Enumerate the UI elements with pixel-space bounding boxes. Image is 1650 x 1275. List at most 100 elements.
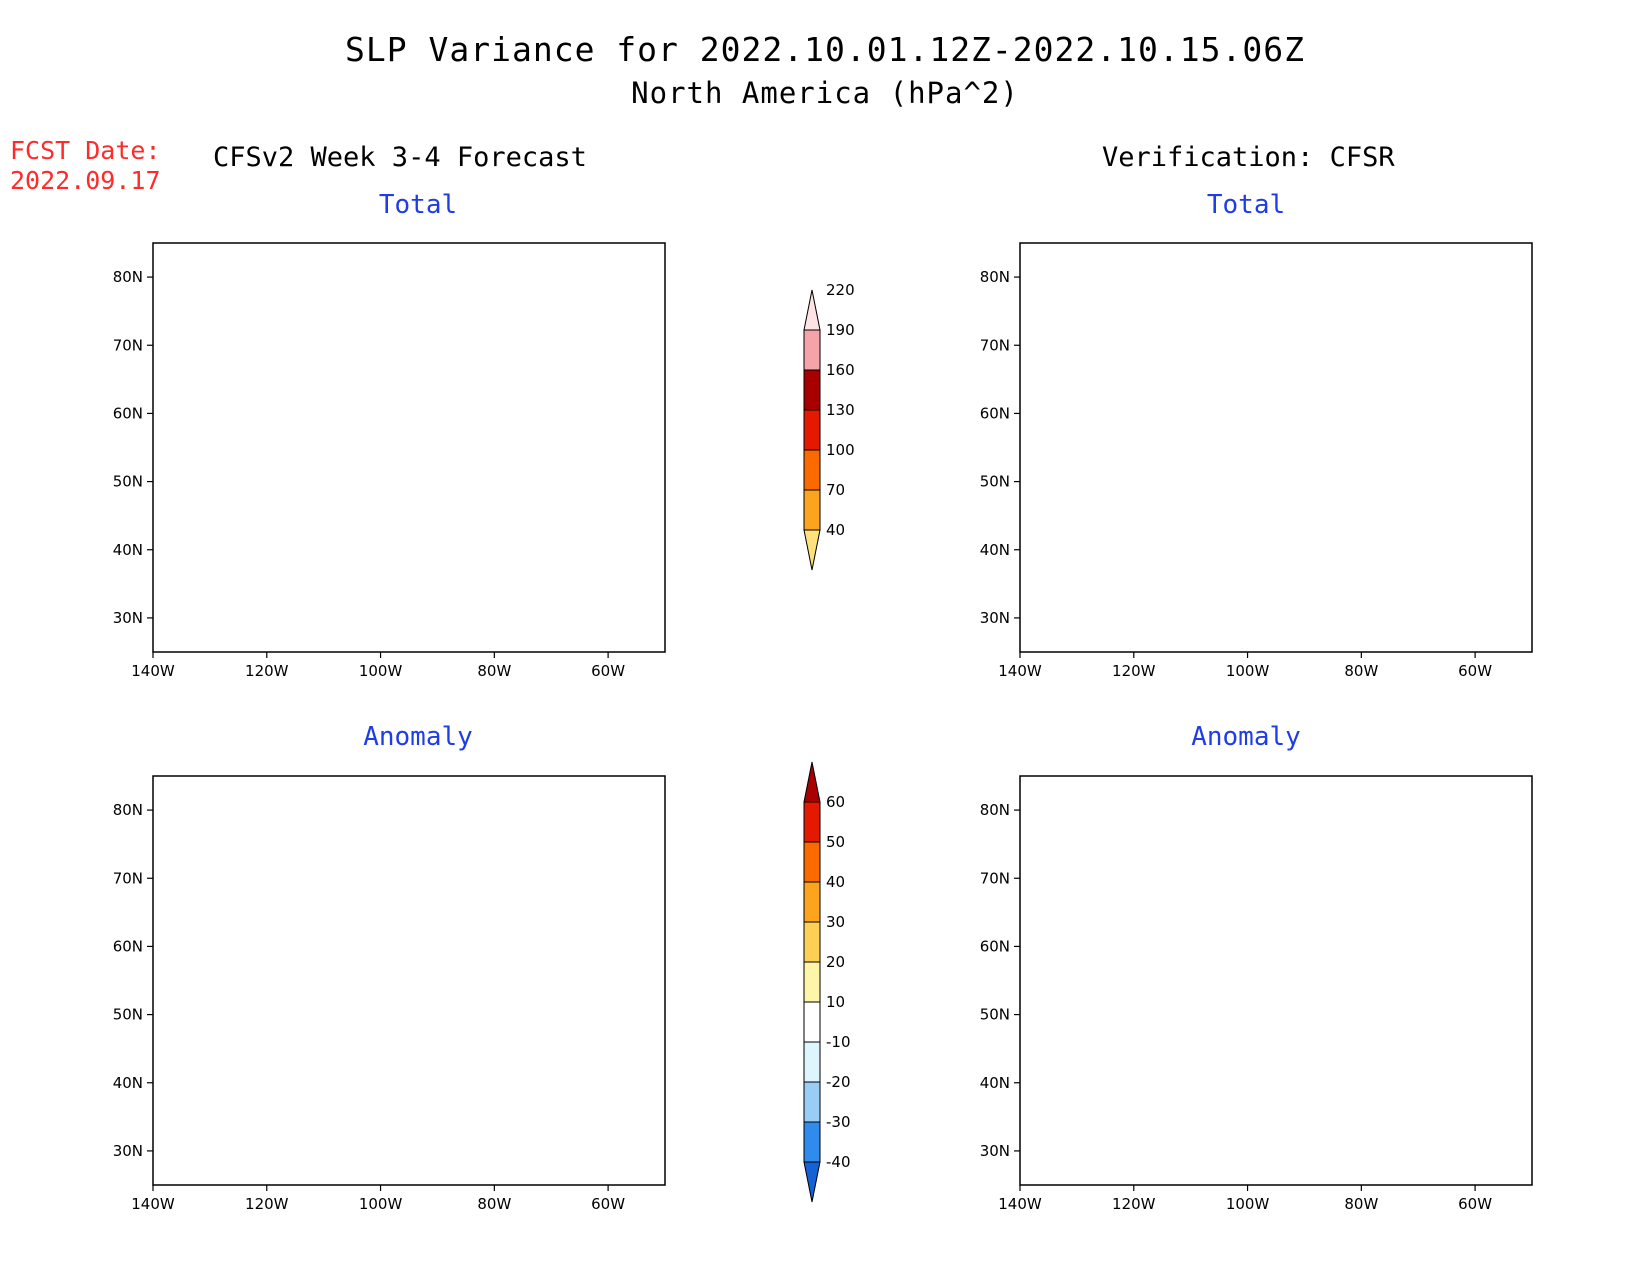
latitude-tick-label: 80N xyxy=(113,801,143,819)
forecast-date-value: 2022.09.17 xyxy=(10,166,161,195)
colorbar-level-label: 40 xyxy=(826,873,845,891)
longitude-tick-label: 100W xyxy=(359,1195,403,1213)
panel-title-forecast-anomaly: Anomaly xyxy=(363,722,473,752)
longitude-tick-label: 120W xyxy=(1112,662,1156,680)
latitude-tick-label: 80N xyxy=(113,268,143,286)
colorbar-level-label: -30 xyxy=(826,1113,851,1131)
latitude-tick-label: 50N xyxy=(113,473,143,491)
longitude-tick-label: 120W xyxy=(1112,1195,1156,1213)
anomaly-colorbar: -40 -30 -20 -10 10 20 30 40 50 60 xyxy=(803,761,851,1203)
map-frame xyxy=(1019,775,1533,1186)
latitude-tick-label: 40N xyxy=(980,541,1010,559)
latitude-tick-label: 40N xyxy=(113,541,143,559)
longitude-tick-label: 60W xyxy=(1458,662,1492,680)
latitude-tick-label: 40N xyxy=(113,1074,143,1092)
map-frame xyxy=(152,775,666,1186)
latitude-tick-label: 60N xyxy=(980,937,1010,955)
longitude-tick-label: 80W xyxy=(1344,1195,1378,1213)
latitude-tick-label: 60N xyxy=(113,404,143,422)
latitude-tick-label: 80N xyxy=(980,801,1010,819)
forecast-date-label: FCST Date: xyxy=(10,136,161,165)
colorbar-level-label: 30 xyxy=(826,913,845,931)
latitude-tick-label: 80N xyxy=(980,268,1010,286)
latitude-tick-label: 40N xyxy=(980,1074,1010,1092)
colorbar-segment xyxy=(803,961,821,1003)
chart-title: SLP Variance for 2022.10.01.12Z-2022.10.… xyxy=(345,30,1305,69)
longitude-tick-label: 60W xyxy=(1458,1195,1492,1213)
colorbar-level-label: 10 xyxy=(826,993,845,1011)
verification-column-title: Verification: CFSR xyxy=(1102,142,1395,173)
panel-title-forecast-total: Total xyxy=(378,190,458,220)
latitude-tick-label: 70N xyxy=(113,869,143,887)
colorbar-level-label: 160 xyxy=(826,361,855,379)
colorbar-level-label: 40 xyxy=(826,521,845,539)
colorbar-segment xyxy=(803,409,821,451)
colorbar-segment xyxy=(803,529,821,571)
colorbar-level-label: 20 xyxy=(826,953,845,971)
colorbar-segment xyxy=(803,801,821,843)
colorbar-level-label: 220 xyxy=(826,281,855,299)
longitude-tick-label: 80W xyxy=(477,662,511,680)
longitude-tick-label: 120W xyxy=(245,662,289,680)
forecast-column-title: CFSv2 Week 3-4 Forecast xyxy=(213,142,587,173)
colorbar-level-label: 100 xyxy=(826,441,855,459)
colorbar-level-label: 70 xyxy=(826,481,845,499)
map-frame xyxy=(152,242,666,653)
map-panel-fcst-anom: 140W 120W 100W 80W 60W 80N 70N 60N 50N 40N 30N xyxy=(113,775,666,1213)
longitude-tick-label: 120W xyxy=(245,1195,289,1213)
colorbar-level-label: 60 xyxy=(826,793,845,811)
panel-title-verification-total: Total xyxy=(1206,190,1286,220)
longitude-tick-label: 140W xyxy=(131,662,175,680)
panel-title-verification-anomaly: Anomaly xyxy=(1191,722,1301,752)
colorbar-level-label: 190 xyxy=(826,321,855,339)
longitude-tick-label: 80W xyxy=(1344,662,1378,680)
colorbar-level-label: -20 xyxy=(826,1073,851,1091)
longitude-tick-label: 100W xyxy=(1226,1195,1270,1213)
latitude-tick-label: 50N xyxy=(980,473,1010,491)
colorbar-segment xyxy=(803,1081,821,1123)
colorbar-segment xyxy=(803,841,821,883)
longitude-tick-label: 60W xyxy=(591,1195,625,1213)
colorbar-segment xyxy=(803,489,821,531)
colorbar-segment xyxy=(803,1041,821,1083)
map-panel-fcst-total: 140W 120W 100W 80W 60W 80N 70N 60N 50N 40N 30N xyxy=(113,242,666,680)
colorbar-segment xyxy=(803,881,821,923)
longitude-tick-label: 100W xyxy=(1226,662,1270,680)
map-panel-ver-anom: 140W 120W 100W 80W 60W 80N 70N 60N 50N 40N 30N xyxy=(980,775,1533,1213)
colorbar-segment xyxy=(803,449,821,491)
colorbar-level-label: -10 xyxy=(826,1033,851,1051)
longitude-tick-label: 60W xyxy=(591,662,625,680)
colorbar-segment xyxy=(803,369,821,411)
latitude-tick-label: 60N xyxy=(113,937,143,955)
colorbar-level-label: -40 xyxy=(826,1153,851,1171)
longitude-tick-label: 140W xyxy=(131,1195,175,1213)
colorbar-segment xyxy=(803,329,821,371)
colorbar-segment xyxy=(803,1161,821,1203)
colorbar-segment xyxy=(803,289,821,331)
longitude-tick-label: 140W xyxy=(998,1195,1042,1213)
map-panel-ver-total: 140W 120W 100W 80W 60W 80N 70N 60N 50N 40N 30N xyxy=(980,242,1533,680)
colorbar-segment xyxy=(803,921,821,963)
latitude-tick-label: 70N xyxy=(980,336,1010,354)
map-frame xyxy=(1019,242,1533,653)
chart-subtitle: North America (hPa^2) xyxy=(631,76,1019,110)
colorbar-segment xyxy=(803,761,821,803)
latitude-tick-label: 70N xyxy=(113,336,143,354)
latitude-tick-label: 60N xyxy=(980,404,1010,422)
latitude-tick-label: 50N xyxy=(113,1006,143,1024)
latitude-tick-label: 30N xyxy=(113,1142,143,1160)
colorbar-segment xyxy=(803,1001,821,1043)
longitude-tick-label: 140W xyxy=(998,662,1042,680)
latitude-tick-label: 70N xyxy=(980,869,1010,887)
colorbar-level-label: 50 xyxy=(826,833,845,851)
latitude-tick-label: 30N xyxy=(980,1142,1010,1160)
latitude-tick-label: 50N xyxy=(980,1006,1010,1024)
colorbar-level-label: 130 xyxy=(826,401,855,419)
longitude-tick-label: 80W xyxy=(477,1195,511,1213)
longitude-tick-label: 100W xyxy=(359,662,403,680)
latitude-tick-label: 30N xyxy=(113,609,143,627)
latitude-tick-label: 30N xyxy=(980,609,1010,627)
colorbar-segment xyxy=(803,1121,821,1163)
total-colorbar: 40 70 100 130 160 190 220 xyxy=(803,281,855,571)
